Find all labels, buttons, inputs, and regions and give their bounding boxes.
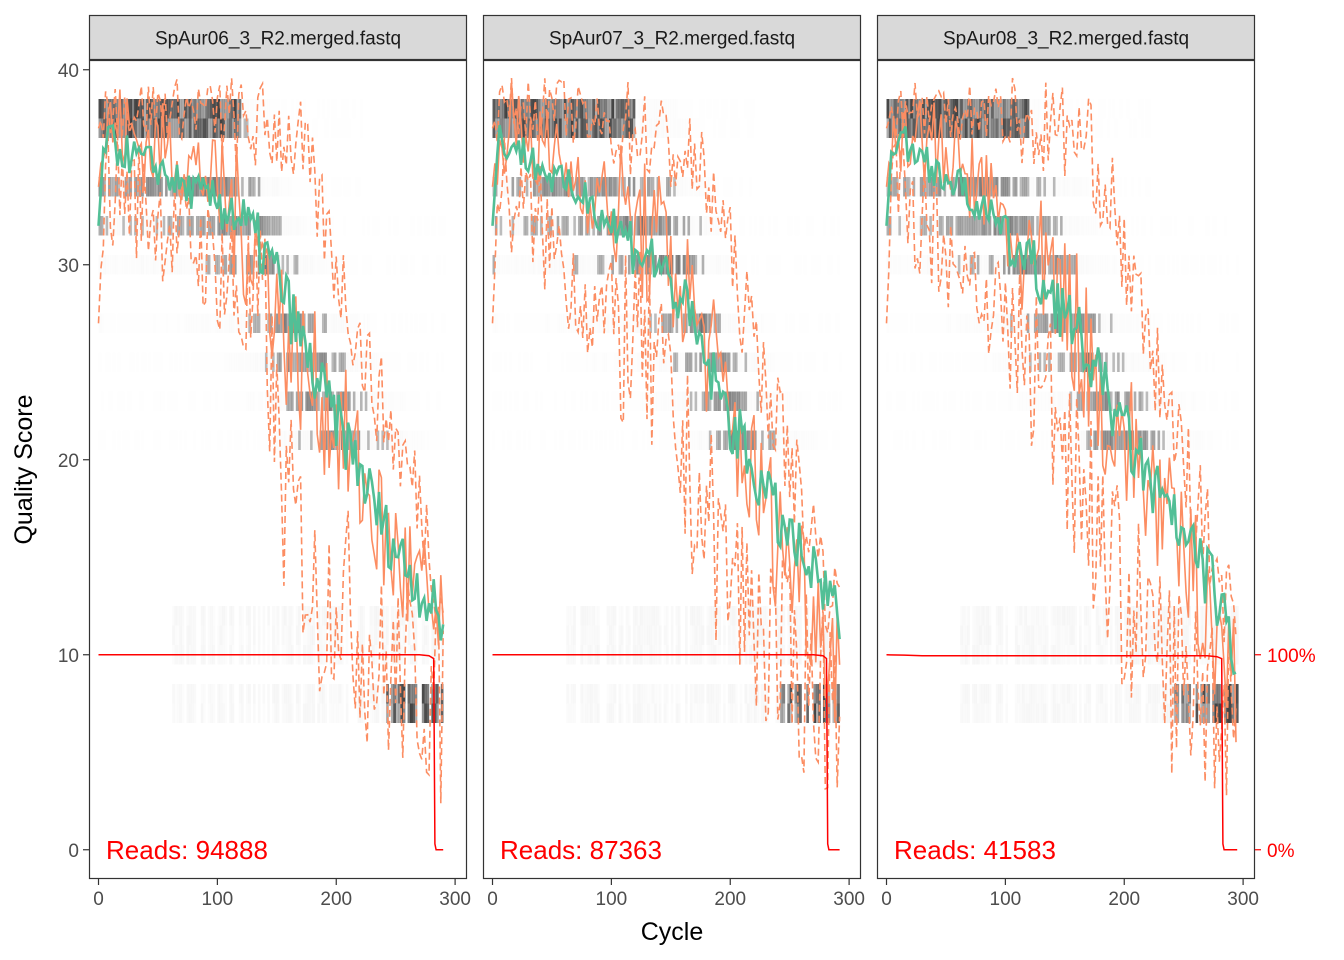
x-tick-label: 0 xyxy=(93,889,104,910)
x-tick-label: 200 xyxy=(320,889,352,910)
panel-border xyxy=(876,59,1256,880)
panel-plot-area xyxy=(97,78,446,851)
panel-border xyxy=(88,59,468,880)
quality-heatmap xyxy=(886,99,1239,723)
cumulative-reads-line xyxy=(886,654,1238,851)
y-tick-label: 10 xyxy=(58,646,79,667)
x-axis: 0 100 200 300 xyxy=(881,879,1259,910)
panel-plot-area xyxy=(491,77,843,851)
facet-panel-2: Reads: 87363 SpAur07_3_R2.merged.fastq 0 10… xyxy=(482,14,865,910)
x-tick-label: 100 xyxy=(990,889,1022,910)
secondary-y-axis: 0% 100% xyxy=(1255,646,1316,862)
facet-strip xyxy=(876,14,1256,61)
quartile-25-line xyxy=(885,140,1237,796)
facet-strip xyxy=(88,14,468,61)
panel-plot-area xyxy=(885,77,1239,851)
facet-panel-1: Reads: 94888 SpAur06_3_R2.merged.fastq 0 10… xyxy=(88,14,471,910)
cumulative-reads-line xyxy=(98,654,444,851)
panel-border xyxy=(482,59,862,880)
quartile-25-line xyxy=(97,135,444,804)
cumulative-reads-line xyxy=(492,654,840,851)
x-tick-label: 200 xyxy=(1108,889,1140,910)
panel-background xyxy=(89,60,467,879)
x-tick-label: 300 xyxy=(439,889,471,910)
y-tick-label: 40 xyxy=(58,61,79,82)
quartile-75-line xyxy=(491,77,841,634)
facet-strip-title: SpAur06_3_R2.merged.fastq xyxy=(155,29,401,50)
x-tick-label: 200 xyxy=(714,889,746,910)
x-tick-label: 300 xyxy=(833,889,865,910)
reads-count-label: Reads: 41583 xyxy=(894,835,1056,865)
x-tick-label: 100 xyxy=(202,889,234,910)
reads-count-label: Reads: 94888 xyxy=(106,835,268,865)
mean-line xyxy=(491,124,841,640)
reads-count-label: Reads: 87363 xyxy=(500,835,662,865)
y-tick-label: 30 xyxy=(58,256,79,277)
y-tick-label: 0 xyxy=(68,841,79,862)
mean-line xyxy=(97,123,445,641)
y-axis-title: Quality Score xyxy=(10,394,38,544)
y-tick-label: 20 xyxy=(58,451,79,472)
facet-strip xyxy=(482,14,862,61)
x-axis-title: Cycle xyxy=(641,918,704,946)
y-axis: 0 10 20 30 40 xyxy=(58,61,89,862)
facet-strip-title: SpAur08_3_R2.merged.fastq xyxy=(943,29,1189,50)
x-tick-label: 0 xyxy=(881,889,892,910)
panels-layer: Reads: 94888 SpAur06_3_R2.merged.fastq 0 10… xyxy=(88,14,1259,910)
x-tick-label: 100 xyxy=(596,889,628,910)
x-tick-label: 0 xyxy=(487,889,498,910)
quartile-25-line xyxy=(491,137,841,791)
panel-background xyxy=(483,60,861,879)
quartile-75-line xyxy=(885,77,1237,643)
x-tick-label: 300 xyxy=(1227,889,1259,910)
facet-strip-title: SpAur07_3_R2.merged.fastq xyxy=(549,29,795,50)
facet-panel-3: Reads: 41583 SpAur08_3_R2.merged.fastq 0 10… xyxy=(876,14,1259,910)
mean-line xyxy=(885,126,1237,676)
secondary-y-tick-label: 0% xyxy=(1267,841,1295,862)
x-axis: 0 100 200 300 xyxy=(93,879,471,910)
x-axis: 0 100 200 300 xyxy=(487,879,865,910)
secondary-y-tick-label: 100% xyxy=(1267,646,1316,667)
